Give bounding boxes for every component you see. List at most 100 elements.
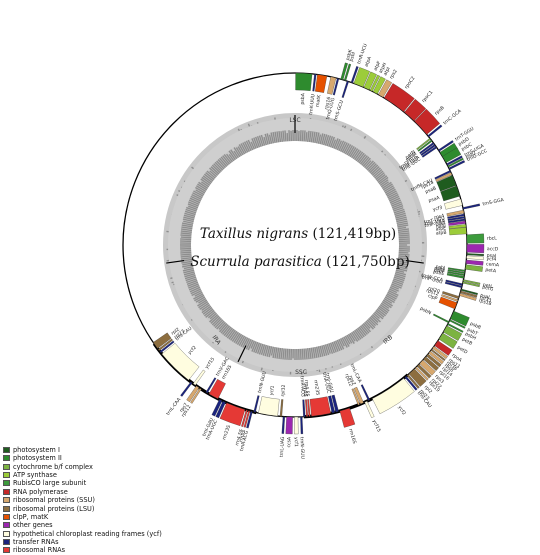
gene-label-rbcl: rbcL [487,235,498,241]
legend-swatch [3,514,10,520]
legend-item: photosystem I [3,446,153,454]
gene-label-accd: accD [487,246,499,252]
gene-label-rpoc1: rpoC1 [421,90,435,104]
gene-block-rpl32 [280,399,283,416]
legend-item: other genes [3,522,153,530]
gene-block-ycf15 [365,401,375,418]
legend-label: RubisCO large subunit [13,479,86,487]
legend-item: cytochrome b/f complex [3,463,153,471]
legend-label: ribosomal RNAs [13,546,65,554]
legend-swatch [3,539,10,545]
region-label-lsc: LSC [289,117,300,124]
legend-label: other genes [13,521,53,529]
gene-label-atpa: atpA [364,55,374,68]
gc-content-bar [180,250,191,251]
species-name-1: Taxillus nigrans [200,226,308,242]
legend-label: ribosomal proteins (LSU) [13,505,94,513]
gene-label-rpoc2: rpoC2 [404,75,417,90]
legend-label: transfer RNAs [13,538,59,546]
gene-label-psaa: psaA [428,195,441,205]
legend-item: ribosomal proteins (SSU) [3,496,153,504]
gene-block-ycf2 [372,378,414,414]
legend-label: hypothetical chloroplast reading frames … [13,530,162,538]
legend-label: clpP, matK [13,513,48,521]
gc-content-bar [289,129,290,141]
gene-label-rrn23s: rrn23S [312,380,320,396]
genome-title-line-1: Taxillus nigrans (121,419bp) [200,226,396,242]
legend-label: ribosomal proteins (SSU) [13,496,95,504]
legend-swatch [3,447,10,453]
gene-label-trnn-guu: trnN-GUU [299,437,306,459]
genome-size-2: (121,750bp) [326,254,410,270]
gene-block-trnr-acg [303,400,306,417]
gene-block-psbb [450,311,469,326]
gene-label-atpb: atpB [436,230,447,237]
legend-label: photosystem I [13,446,60,454]
genome-size-1: (121,419bp) [312,226,396,242]
gene-block-trns-gga [463,204,480,209]
gene-block-rrn23s [310,397,331,417]
legend-swatch [3,464,10,470]
gene-label-trnl-uag: trnL-UAG [279,436,286,457]
genome-title-line-2: Scurrula parasitica (121,750bp) [190,254,410,270]
legend-label: RNA polymerase [13,488,68,496]
legend-item: photosystem II [3,454,153,462]
gene-label-trns-gga: trnS-GGA [482,197,505,208]
legend-item: transfer RNAs [3,538,153,546]
gene-block-rrn16s [340,408,355,427]
gene-block-psai [467,253,484,255]
gene-block-rrn4-5s [307,399,310,416]
gc-content-bar [181,237,191,238]
gene-label-rpl32: rpl32 [280,384,287,396]
gene-label-trnc-gca: trnC-GCA [442,108,463,127]
legend-label: cytochrome b/f complex [13,463,93,471]
gene-block-ycf4 [466,256,483,260]
legend-swatch [3,522,10,528]
legend-swatch [3,497,10,503]
gc-content-bar [300,129,301,141]
gene-block-trnn-guu [254,395,260,412]
gene-block-ycf1 [258,396,279,416]
region-label-ssc: SSC [295,369,307,376]
legend-swatch [3,472,10,478]
gene-label-trnl-caa: trnL-CAA [165,396,183,416]
gene-label-rpob: rpoB [434,105,446,117]
gene-label-ycf2: ycf2 [187,345,198,356]
gene-label-psba: psbA [300,92,307,105]
gc-content-bar [287,133,288,141]
legend-item: clpP, matK [3,513,153,521]
species-name-2: Scurrula parasitica [190,254,322,270]
gc-content-bar [306,132,307,141]
gene-block-ccsa [286,417,293,434]
legend-label: photosystem II [13,454,62,462]
gene-label-rrn23s: rrn23S [221,424,232,440]
gene-block-psbn [433,314,449,323]
gene-block-peta [465,265,482,272]
gene-label-ycf15: ycf15 [371,419,382,433]
legend-label: ATP synthase [13,471,57,479]
gene-label-ycf15: ycf15 [204,356,216,370]
gene-label-rrn16s: rrn16S [347,428,357,444]
gene-block-cema [466,260,483,265]
gene-label-ycf1: ycf1 [293,437,299,447]
legend-item: ribosomal proteins (LSU) [3,505,153,513]
legend-item: hypothetical chloroplast reading frames … [3,530,153,538]
legend-swatch [3,547,10,553]
legend-swatch [3,506,10,512]
gene-label-trnr-acg: trnR-ACG [299,376,306,398]
legend-item: ribosomal RNAs [3,547,153,555]
gene-block-trns-gcu [342,81,349,98]
gene-label-psbn: psbN [419,306,432,317]
inner-center-disc [195,145,395,345]
gc-content-bar [399,252,409,253]
legend-swatch [3,480,10,486]
gene-label-trnn-guu: trnN-GUU [257,371,268,394]
gene-block-matk [315,74,327,92]
gene-block-accd [467,244,484,253]
legend-swatch [3,455,10,461]
gene-block-trnn-guu [300,417,303,434]
gene-block-trnl-caa [361,385,370,401]
gene-label-ccsa: ccsA [286,436,292,448]
gene-block-ycf3 [444,199,462,209]
